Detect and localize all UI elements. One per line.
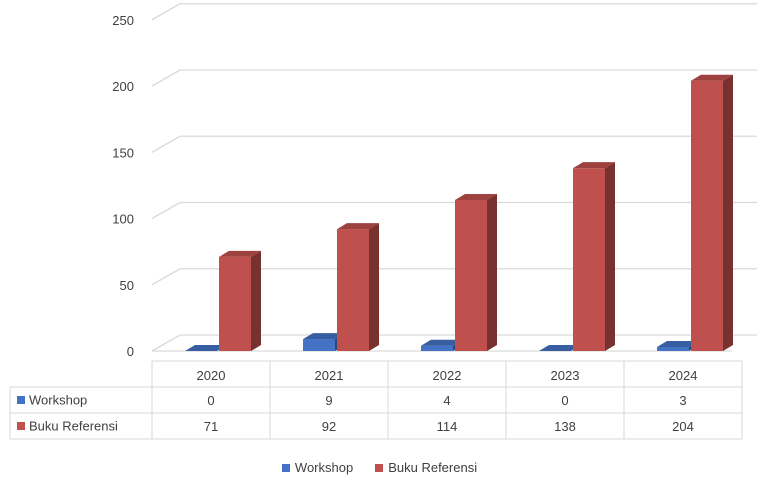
x-tick-label: 2020 [197,368,226,383]
bar-front [303,339,335,351]
bar-front [219,256,251,351]
table-legend-swatch [17,422,25,430]
bar-top [657,341,699,348]
bar-top [573,162,615,169]
gridline [151,268,757,286]
bar-front [691,80,723,351]
data-label: 138 [554,419,576,434]
gridline [151,135,757,153]
legend-item-workshop: Workshop [281,460,354,475]
bar-front [657,347,689,351]
data-label: 92 [322,419,336,434]
data-label: 3 [679,393,686,408]
gridline [151,3,757,21]
bar-side [723,74,733,351]
bar-front [573,168,605,351]
gridline [151,69,757,87]
y-tick-label: 200 [112,79,134,94]
legend-item-buku-referensi: Buku Referensi [375,460,477,475]
bar-top [421,339,463,346]
legend-swatch-buku-referensi [375,463,384,472]
bar-top [691,74,733,81]
data-label: 114 [437,419,458,434]
bar-top [185,345,227,351]
bar-front [337,229,369,351]
table-legend-swatch [17,396,25,404]
y-tick-label: 0 [127,344,134,359]
bar-top [455,193,497,200]
bar-front [421,345,453,351]
gridline [151,334,757,352]
data-label: 4 [443,393,450,408]
bar-front [455,199,487,351]
bar-side [605,162,615,351]
gridline [151,201,757,220]
data-label: 0 [207,393,214,408]
x-tick-label: 2024 [669,368,698,383]
x-tick-label: 2021 [315,368,344,383]
bar-top [539,345,581,351]
bar-side [487,193,497,351]
legend-label-workshop: Workshop [294,460,354,475]
y-tick-label: 150 [112,145,134,160]
legend: Workshop Buku Referensi [0,460,759,475]
bar-top [303,333,345,340]
data-label: 0 [561,393,568,408]
legend-label-buku-referensi: Buku Referensi [388,460,478,475]
y-tick-label: 250 [112,13,134,28]
data-label: 204 [672,419,694,434]
data-label: 71 [204,419,218,434]
data-label: 9 [325,393,332,408]
y-tick-label: 50 [120,278,134,293]
bar-side [251,250,261,351]
bar-top [219,250,261,257]
y-tick-label: 100 [112,212,134,227]
table-series-label: Buku Referensi [29,419,118,434]
x-tick-label: 2023 [551,368,580,383]
bar-top [337,223,379,230]
bar-side [369,223,379,351]
table-series-label: Workshop [29,393,87,408]
legend-swatch-workshop [281,463,290,472]
x-tick-label: 2022 [433,368,462,383]
